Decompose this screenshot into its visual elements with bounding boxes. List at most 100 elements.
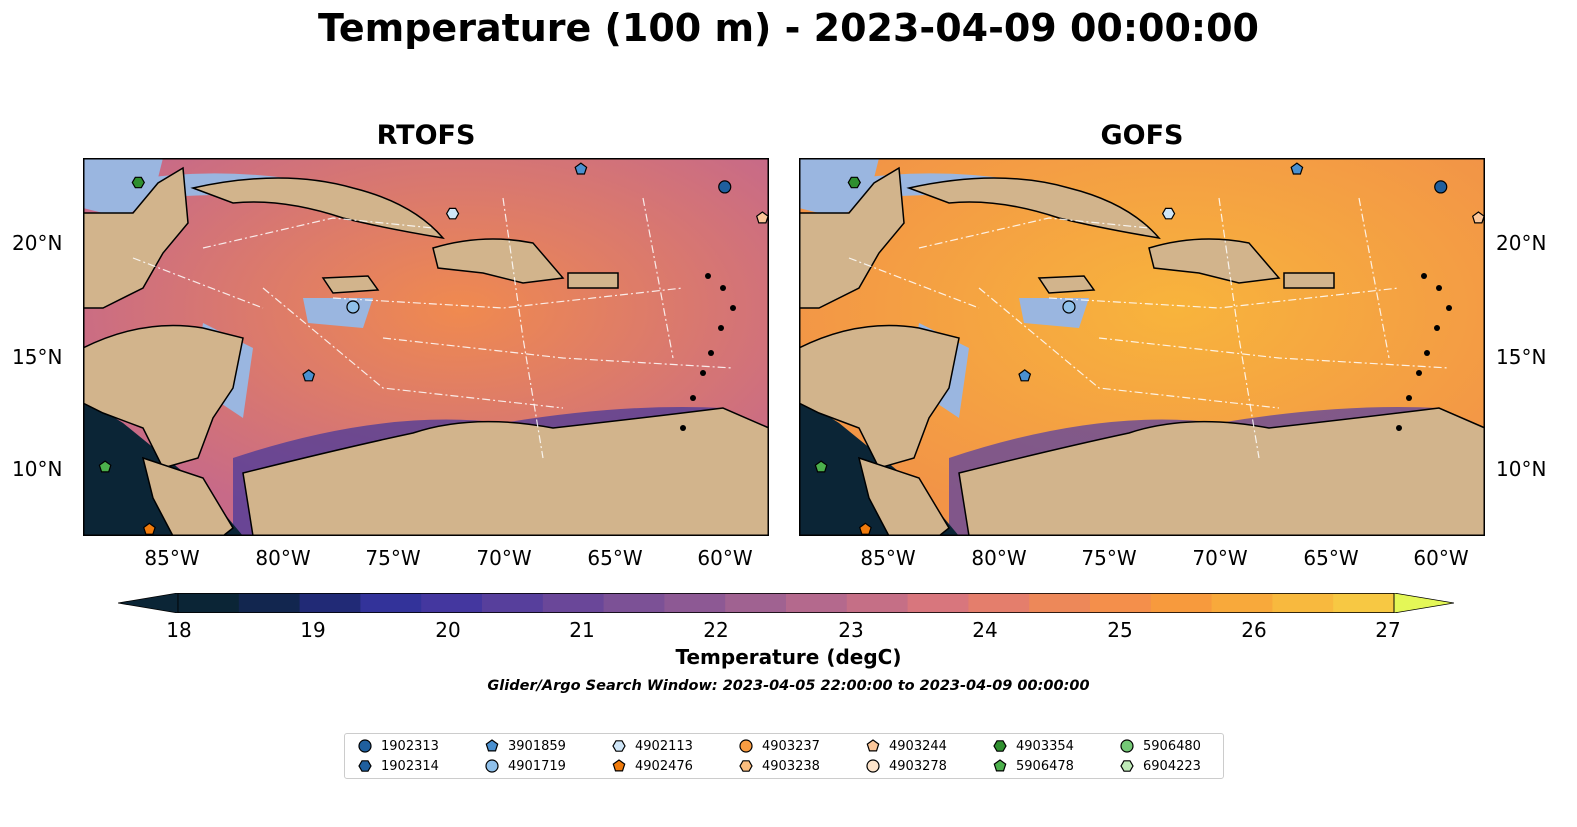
lon-tick-right: 65°W [1303,546,1359,570]
land-mass [1037,275,1096,294]
legend-label: 4903237 [762,738,820,754]
lesser-antilles-island [730,305,736,311]
land-mass [799,166,905,309]
colorbar-segment [664,593,726,613]
lon-tick-left: 80°W [255,546,311,570]
lesser-antilles-island [1421,273,1427,279]
legend-item-4902113: 4902113 [611,737,693,755]
lon-tick-right: 85°W [860,546,916,570]
colorbar-segment [238,593,301,613]
float-marker-4902113 [445,207,460,220]
float-marker-4902113 [1161,207,1176,220]
circle-marker-icon [358,739,372,753]
colorbar-segment [1333,593,1395,613]
colorbar-tick: 18 [166,618,192,642]
colorbar-tick: 25 [1107,618,1133,642]
float-marker-4902476 [142,522,156,535]
legend-item-1902313: 1902313 [357,737,439,755]
colorbar-segment [299,593,361,613]
legend-label: 4903354 [1016,738,1074,754]
land-mass [83,324,244,469]
legend-label: 1902314 [381,758,439,774]
float-marker-4901719 [1062,300,1076,314]
colorbar-tick: 22 [703,618,729,642]
colorbar-tick: 24 [972,618,998,642]
lat-tick-right: 15°N [1496,345,1547,369]
float-marker-4902476 [858,522,872,535]
pentagon-marker-icon [485,739,499,752]
eez-boundary-line [642,197,674,359]
legend-label: 4902113 [635,738,693,754]
colorbar-segment [421,593,483,613]
lon-tick-left: 65°W [587,546,643,570]
land-mass [1283,272,1335,289]
legend-label: 5906480 [1143,738,1201,754]
eez-boundary-line [202,217,434,249]
eez-boundary-line [132,257,264,309]
colorbar-border [177,593,1395,614]
colorbar-extend-under [117,592,179,614]
lat-tick-left: 10°N [12,457,63,481]
land-mass [958,407,1485,536]
legend-item-4903354: 4903354 [992,737,1074,755]
legend-label: 3901859 [508,738,566,754]
map-frame [83,158,769,536]
legend-label: 4901719 [508,758,566,774]
lat-tick-left: 15°N [12,345,63,369]
colorbar-segment [846,593,909,613]
colorbar-segment [1029,593,1091,613]
hexagon-marker-icon [993,740,1007,752]
float-marker-4903244 [1471,211,1485,224]
colorbar-label: Temperature (degC) [675,645,902,669]
lesser-antilles-island [718,325,724,331]
colorbar-tick: 26 [1241,618,1267,642]
search-window-note: Glider/Argo Search Window: 2023-04-05 22… [487,678,1090,694]
continental-shelf [1019,298,1089,328]
colorbar-segment [725,593,787,613]
eez-boundary-line [1358,197,1390,359]
land-mass [83,166,189,309]
float-marker-3901859 [302,369,316,382]
eez-boundary-line [262,287,564,409]
legend-item-5906480: 5906480 [1119,737,1201,755]
legend-label: 1902313 [381,738,439,754]
lesser-antilles-island [690,395,696,401]
legend-label: 4903238 [762,758,820,774]
legend-item-4901719: 4901719 [484,757,566,775]
pentagon-marker-icon [612,759,626,772]
legend-item-4903244: 4903244 [865,737,947,755]
legend-item-5906478: 5906478 [992,757,1074,775]
colorbar-segment [1150,593,1213,613]
lesser-antilles-island [1406,395,1412,401]
circle-marker-icon [866,759,880,773]
map-panel-rtofs [83,158,769,536]
eez-boundary-line [1048,287,1400,309]
colorbar-extend-over [1393,592,1455,614]
lon-tick-left: 75°W [365,546,421,570]
legend-label: 4903278 [889,758,947,774]
colorbar-segment [360,593,422,613]
colorbar-segment [907,593,969,613]
land-mass [242,407,769,536]
hexagon-marker-icon [1120,760,1134,772]
legend-label: 4902476 [635,758,693,774]
legend-item-4902476: 4902476 [611,757,693,775]
float-marker-4901719 [346,300,360,314]
eez-boundary-line [332,287,684,309]
hexagon-marker-icon [358,760,372,772]
float-marker-3901859 [1018,369,1032,382]
pentagon-marker-icon [866,739,880,752]
hexagon-marker-icon [739,760,753,772]
float-marker-3901859 [1290,162,1304,175]
colorbar-tick: 20 [435,618,461,642]
colorbar-segment [786,593,848,613]
legend-item-6904223: 6904223 [1119,757,1201,775]
colorbar-segment [178,593,240,613]
circle-marker-icon [1120,739,1134,753]
float-marker-4903244 [755,211,769,224]
eez-boundary-line [382,337,734,369]
land-mass [567,272,619,289]
lesser-antilles-island [705,273,711,279]
lesser-antilles-island [1436,285,1442,291]
circle-marker-icon [485,759,499,773]
